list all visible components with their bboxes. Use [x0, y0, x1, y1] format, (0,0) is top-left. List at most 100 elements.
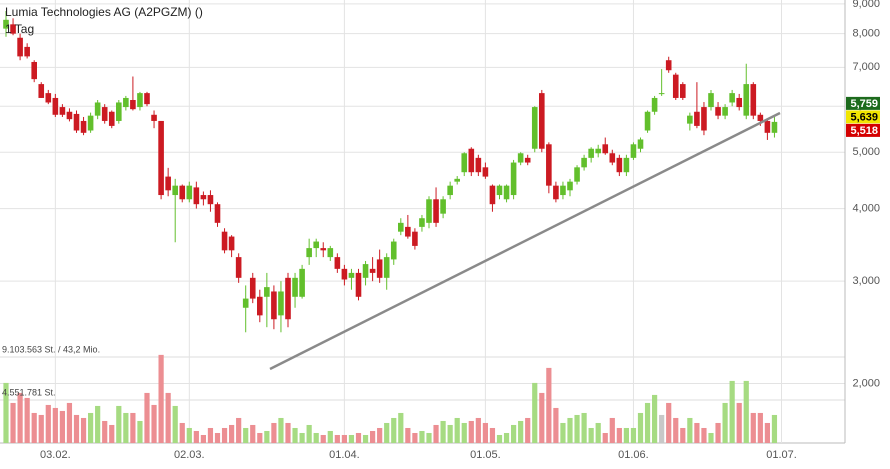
volume-bar: [137, 420, 143, 443]
volume-bar: [377, 427, 383, 443]
volume-bar: [546, 367, 552, 443]
volume-bar: [482, 422, 488, 443]
volume-bar: [306, 424, 312, 443]
volume-bar: [229, 424, 235, 443]
candle-body: [38, 84, 45, 98]
volume-bar: [221, 427, 228, 443]
candle-body: [433, 199, 439, 223]
candle-body: [3, 19, 9, 29]
candle-body: [694, 111, 700, 126]
candle-body: [531, 107, 538, 149]
candle-body: [581, 157, 587, 168]
candle-body: [680, 84, 686, 98]
volume-bar: [250, 424, 256, 443]
trendline: [269, 111, 781, 371]
volume-bar: [313, 432, 319, 443]
price-box-label: 5,518: [850, 125, 878, 137]
candle-body: [17, 37, 23, 57]
volume-bar: [398, 412, 404, 443]
candle-body: [644, 111, 651, 131]
candle-body: [101, 107, 108, 121]
candle-body: [116, 102, 122, 121]
candle-body: [31, 61, 37, 80]
volume-bar: [630, 427, 637, 443]
candle-body: [630, 144, 637, 158]
candle-body: [440, 199, 446, 214]
x-tick-label: 02.03.: [174, 449, 205, 461]
candle-body: [235, 257, 242, 278]
volume-bar: [666, 402, 672, 443]
volume-bar: [31, 412, 37, 443]
volume-bar: [193, 430, 199, 443]
y-tick-label: 2,000: [852, 377, 880, 389]
candle-body: [390, 241, 397, 260]
volume-bar: [736, 402, 742, 443]
volume-bar: [701, 427, 707, 443]
candle-body: [108, 111, 115, 126]
candle-body: [186, 185, 193, 200]
candle-body: [59, 107, 66, 115]
candle-body: [665, 60, 672, 71]
candle-body: [306, 248, 312, 258]
candle-body: [750, 84, 757, 116]
volume-bar: [525, 417, 531, 443]
volume-bar: [151, 404, 157, 443]
y-tick-label: 4,000: [852, 202, 880, 214]
candle-body: [595, 148, 601, 154]
candle-body: [475, 157, 482, 173]
candle-body: [567, 181, 573, 191]
volume-bar: [186, 427, 192, 443]
volume-bar: [3, 382, 9, 443]
volume-bar: [489, 427, 496, 443]
volume-bar: [292, 427, 298, 443]
candle-body: [658, 93, 665, 95]
candle-body: [271, 291, 277, 320]
volume-bar: [348, 434, 355, 443]
y-tick-label: 3,000: [852, 275, 880, 287]
volume-bar: [560, 422, 566, 443]
volume-bar: [52, 407, 58, 443]
candle-body: [151, 114, 157, 121]
price-box: [846, 123, 880, 137]
candle-body: [320, 248, 327, 251]
candle-body: [489, 185, 496, 205]
candle-body: [334, 257, 341, 269]
volume-bar: [694, 422, 700, 443]
volume-bar: [743, 380, 749, 443]
candle-body: [454, 178, 460, 182]
candle-body: [214, 204, 221, 223]
volume-bar: [553, 407, 559, 443]
candle-body: [637, 139, 644, 149]
volume-bar: [214, 432, 221, 443]
volume-bar: [38, 414, 44, 443]
candle-body: [764, 120, 771, 133]
volume-bar: [722, 402, 728, 443]
volume-bar: [440, 420, 446, 443]
candle-body: [736, 97, 742, 108]
candle-body: [412, 231, 418, 246]
volume-bar: [384, 422, 390, 443]
volume-bar: [616, 427, 622, 443]
volume-bar: [391, 417, 397, 443]
candle-body: [376, 259, 383, 278]
volume-tick-label: 4.551.781 St.: [2, 387, 56, 397]
candle-body: [517, 153, 524, 163]
candle-body: [249, 277, 256, 299]
volume-bar: [116, 405, 122, 443]
volume-bar: [123, 412, 129, 443]
volume-bar: [750, 412, 756, 443]
x-tick-label: 01.06.: [618, 449, 649, 461]
volume-bar: [687, 417, 693, 443]
volume-bar: [771, 414, 778, 443]
candle-body: [348, 272, 355, 278]
candle-body: [503, 185, 510, 200]
price-box: [846, 96, 880, 110]
volume-bar: [609, 417, 615, 443]
y-tick-label: 5,000: [852, 146, 880, 158]
candle-body: [369, 268, 376, 273]
volume-bar: [708, 432, 714, 443]
volume-bar: [475, 417, 481, 443]
candle-body: [123, 97, 129, 108]
candle-body: [419, 218, 425, 227]
